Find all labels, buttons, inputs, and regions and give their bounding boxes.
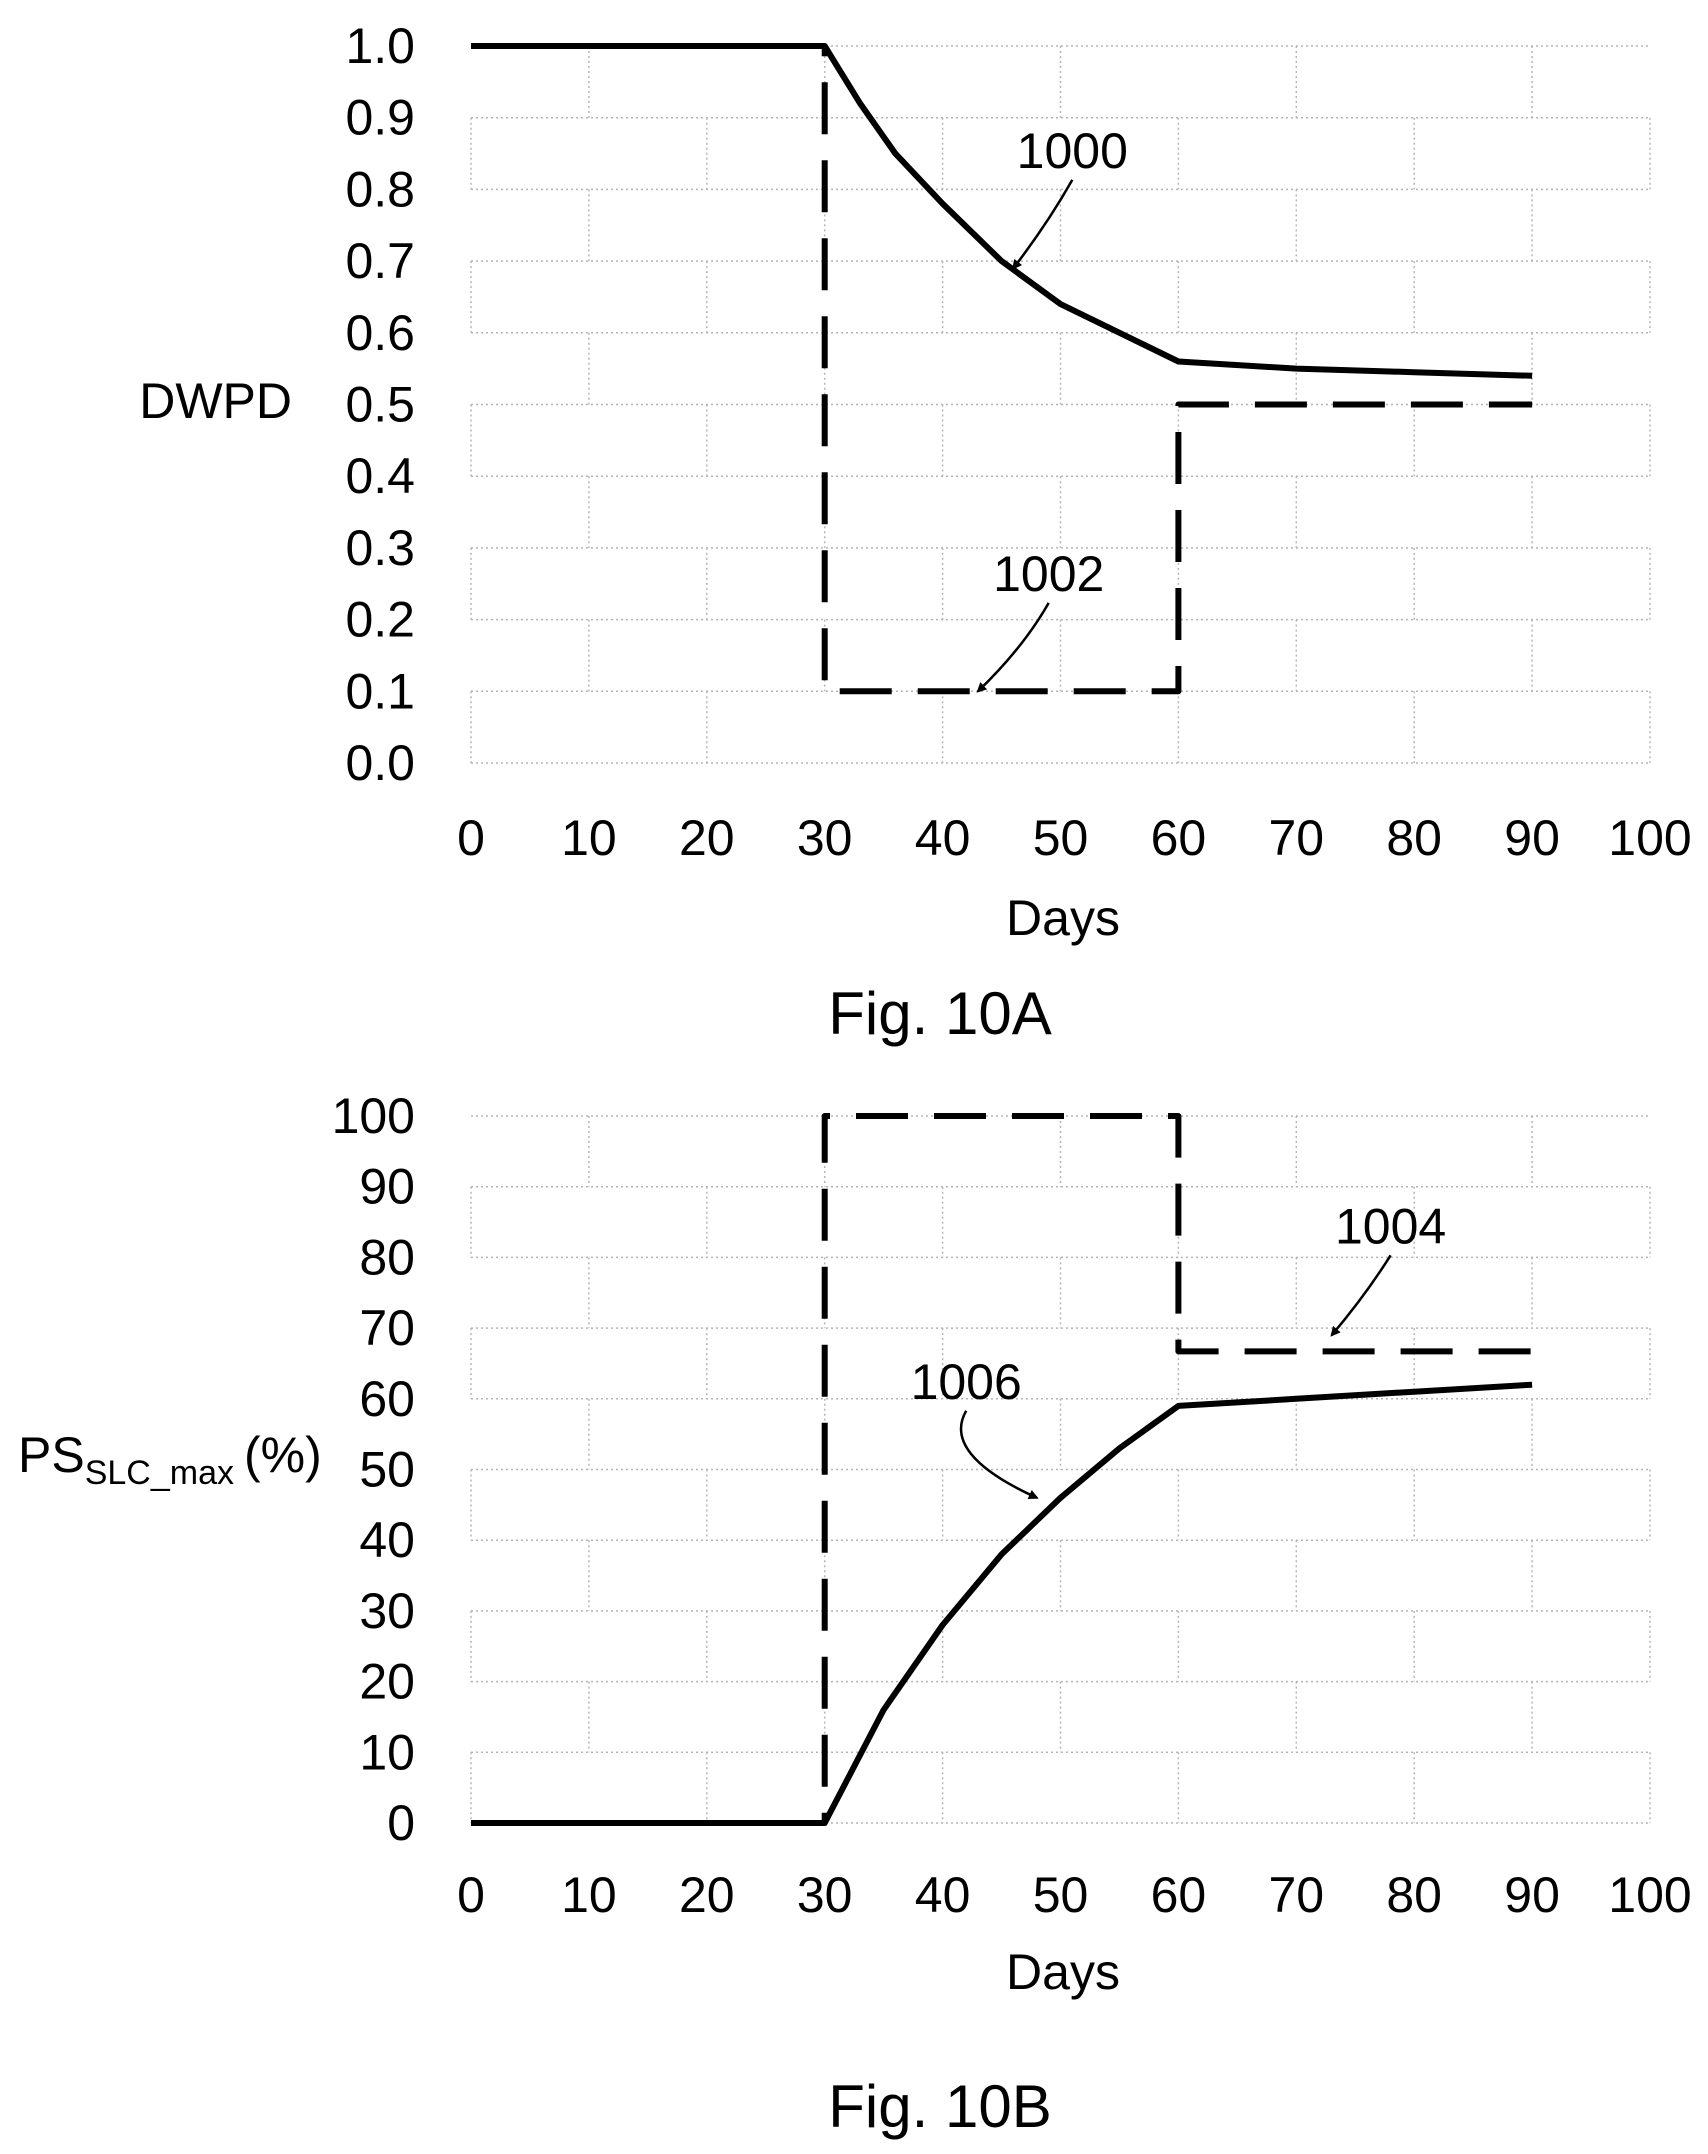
chart-10a-x-tick-label: 0 (457, 810, 485, 866)
chart-10a-y-tick-label: 0.9 (345, 90, 415, 146)
chart-10b-series-1006 (471, 1381, 1533, 1826)
chart-10a-y-tick-label: 0.1 (345, 663, 415, 719)
chart-10b-y-axis-title: PSSLC_max (%) (18, 1427, 322, 1492)
chart-10b-x-tick-label: 80 (1386, 1867, 1442, 1923)
chart-10b-callout-1006: 1006 (911, 1354, 1022, 1410)
chart-10a-x-tick-label: 40 (915, 810, 971, 866)
chart-10b-y-tick-label: 60 (359, 1371, 415, 1427)
chart-10a-x-tick-label: 100 (1608, 810, 1691, 866)
chart-10a-y-tick-label: 0.4 (345, 448, 415, 504)
chart-10a-x-tick-label: 90 (1504, 810, 1560, 866)
chart-10a-y-tick-label: 0.6 (345, 305, 415, 361)
chart-10a-series-1002 (471, 43, 1533, 695)
chart-10a-x-tick-label: 30 (797, 810, 853, 866)
chart-10a-x-tick-label: 60 (1151, 810, 1207, 866)
chart-10a-callout-1002: 1002 (993, 546, 1104, 602)
chart-10b-y-ticks: 0 10 20 30 40 50 60 70 80 90 100 (332, 1088, 415, 1851)
chart-10b-y-tick-label: 0 (387, 1795, 415, 1851)
chart-10a-x-tick-label: 70 (1268, 810, 1324, 866)
chart-10b: 0 10 20 30 40 50 60 70 80 90 100 0 10 20 30 40 50 60 70 80… (18, 1088, 1692, 2140)
chart-10b-y-tick-label: 70 (359, 1300, 415, 1356)
chart-10a-callout-1000: 1000 (1017, 123, 1128, 179)
chart-10a-grid (470, 45, 1651, 764)
chart-10b-y-axis-title-subscript: SLC_max (85, 1454, 234, 1492)
chart-10b-callout-arrow-1006 (959, 1410, 1039, 1500)
chart-10a-callout-arrow-1000 (1012, 179, 1074, 270)
chart-10a-y-tick-label: 1.0 (345, 18, 415, 74)
chart-10a-series-1000 (471, 43, 1533, 379)
chart-10a-y-tick-label: 0.0 (345, 735, 415, 791)
chart-10b-x-tick-label: 90 (1504, 1867, 1560, 1923)
chart-10b-y-tick-label: 100 (332, 1088, 415, 1144)
chart-10a-y-axis-title: DWPD (139, 373, 292, 429)
chart-10a-y-tick-label: 0.5 (345, 377, 415, 433)
chart-10b-x-ticks: 0 10 20 30 40 50 60 70 80 90 100 (457, 1867, 1692, 1923)
chart-10b-series (471, 1113, 1533, 1826)
chart-10b-y-tick-label: 90 (359, 1159, 415, 1215)
chart-10a-y-ticks: 0.0 0.1 0.2 0.3 0.4 0.5 0.6 0.7 0.8 0.9 1.0 (345, 18, 415, 791)
chart-10a-x-axis-title: Days (1006, 890, 1120, 946)
chart-10b-y-tick-label: 20 (359, 1654, 415, 1710)
chart-10a-x-tick-label: 20 (679, 810, 735, 866)
chart-10a-x-ticks: 0 10 20 30 40 50 60 70 80 90 100 (457, 810, 1692, 866)
chart-10b-caption: Fig. 10B (828, 2073, 1051, 2140)
chart-10b-y-tick-label: 10 (359, 1724, 415, 1780)
chart-10a-series (471, 43, 1533, 695)
chart-10b-y-tick-label: 50 (359, 1442, 415, 1498)
chart-10b-y-tick-label: 80 (359, 1229, 415, 1285)
chart-10a-x-tick-label: 50 (1033, 810, 1089, 866)
chart-10b-x-tick-label: 50 (1033, 1867, 1089, 1923)
chart-10b-x-tick-label: 60 (1151, 1867, 1207, 1923)
chart-10b-y-axis-title-main: PS (18, 1427, 85, 1483)
chart-10a-annotations: 1000 1002 (976, 123, 1128, 693)
chart-10b-y-axis-title-unit: (%) (244, 1427, 322, 1483)
chart-10b-grid (470, 1115, 1651, 1824)
chart-10b-x-tick-label: 70 (1268, 1867, 1324, 1923)
chart-10b-annotations: 1004 1006 (911, 1198, 1446, 1500)
chart-10b-x-tick-label: 10 (561, 1867, 617, 1923)
chart-10a-x-tick-label: 80 (1386, 810, 1442, 866)
chart-10a-caption: Fig. 10A (828, 980, 1051, 1047)
chart-10b-x-tick-label: 30 (797, 1867, 853, 1923)
chart-10a: 0 10 20 30 40 50 60 70 80 90 100 0.00.10.20.30.40.… (139, 18, 1691, 1047)
chart-10b-x-tick-label: 0 (457, 1867, 485, 1923)
chart-10b-x-tick-label: 20 (679, 1867, 735, 1923)
chart-10a-callout-arrow-1002 (976, 602, 1050, 693)
chart-10b-callout-1004: 1004 (1335, 1198, 1446, 1254)
chart-10b-callout-arrow-1004 (1330, 1254, 1392, 1337)
chart-10a-y-tick-label: 0.2 (345, 592, 415, 648)
chart-10a-y-tick-label: 0.7 (345, 233, 415, 289)
chart-10a-y-tick-label: 0.8 (345, 161, 415, 217)
chart-10b-x-axis-title: Days (1006, 1944, 1120, 2000)
chart-10b-x-tick-label: 40 (915, 1867, 971, 1923)
chart-10a-x-tick-label: 10 (561, 810, 617, 866)
chart-10a-y-tick-label: 0.3 (345, 520, 415, 576)
chart-10b-y-tick-label: 30 (359, 1583, 415, 1639)
chart-10b-x-tick-label: 100 (1608, 1867, 1691, 1923)
chart-10b-y-tick-label: 40 (359, 1512, 415, 1568)
